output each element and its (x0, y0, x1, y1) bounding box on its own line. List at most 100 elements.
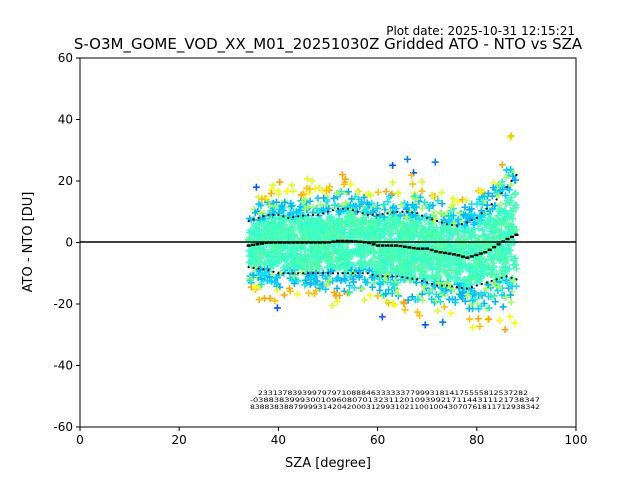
scatter-point (308, 177, 316, 185)
scatter-point (430, 260, 438, 268)
scatter-point (500, 231, 508, 239)
scatter-point (386, 215, 394, 223)
scatter-point (506, 313, 514, 321)
scatter-point (507, 132, 515, 140)
spread-dot (411, 211, 414, 214)
median-marker (514, 233, 519, 237)
scatter-point (316, 201, 324, 209)
scatter-point (258, 260, 266, 268)
median-marker (340, 239, 345, 243)
scatter-point (457, 227, 465, 235)
scatter-point (357, 284, 365, 292)
spread-dot (336, 207, 340, 210)
scatter-point (386, 254, 394, 262)
scatter-point (344, 188, 352, 196)
spread-dot (426, 216, 429, 219)
scatter-point (490, 272, 498, 280)
scatter-point (335, 225, 343, 233)
scatter-point (480, 256, 488, 264)
scatter-point (421, 198, 429, 206)
spread-dot (445, 284, 449, 287)
scatter-point (419, 251, 427, 259)
scatter-point (396, 211, 404, 219)
scatter-point (415, 214, 423, 222)
scatter-point (430, 212, 438, 220)
scatter-point (507, 252, 515, 260)
scatter-point (389, 221, 397, 229)
spread-dot (351, 209, 354, 212)
scatter-point (287, 202, 295, 210)
scatter-point (497, 266, 505, 274)
scatter-point (253, 220, 261, 228)
scatter-point (447, 309, 455, 317)
scatter-point (289, 226, 297, 234)
scatter-point (511, 176, 519, 184)
scatter-point (432, 297, 440, 305)
scatter-point (477, 302, 485, 310)
spread-dot (455, 224, 459, 227)
scatter-point (384, 198, 392, 206)
scatter-point (305, 289, 313, 297)
spread-dot (292, 272, 295, 275)
median-marker (510, 235, 515, 239)
scatter-point (329, 218, 337, 226)
median-marker (362, 241, 367, 244)
scatter-point (408, 293, 416, 301)
scatter-point (301, 281, 309, 289)
scatter-point (495, 205, 503, 213)
scatter-point (273, 273, 281, 281)
scatter-point (461, 297, 469, 305)
scatter-point (356, 248, 364, 256)
median-marker (380, 244, 385, 247)
scatter-point (454, 198, 462, 206)
scatter-point (378, 251, 386, 259)
median-marker (358, 240, 363, 244)
scatter-point (341, 250, 349, 258)
scatter-point (435, 293, 443, 301)
scatter-point (323, 198, 331, 206)
scatter-point (435, 279, 443, 287)
scatter-point (380, 234, 388, 242)
scatter-point (485, 304, 493, 312)
spread-dot (257, 216, 260, 219)
scatter-point (296, 223, 304, 231)
scatter-point (336, 254, 344, 262)
scatter-point (485, 237, 493, 245)
scatter-point (247, 251, 255, 259)
scatter-point (454, 220, 462, 228)
scatter-point (269, 181, 277, 189)
scatter-point (501, 326, 509, 334)
scatter-point (429, 192, 437, 200)
scatter-point (393, 247, 401, 255)
scatter-point (498, 209, 506, 217)
median-marker (304, 241, 309, 244)
scatter-point (348, 195, 356, 203)
scatter-point (301, 205, 309, 213)
median-marker (251, 243, 256, 247)
scatter-point (421, 321, 429, 329)
scatter-point (336, 262, 344, 270)
median-marker (326, 241, 331, 244)
scatter-point (275, 246, 283, 254)
scatter-point (365, 225, 373, 233)
spread-dot (480, 212, 483, 215)
scatter-point (470, 244, 478, 252)
scatter-point (342, 199, 350, 207)
scatter-point (376, 243, 384, 251)
scatter-point (325, 277, 333, 285)
scatter-point (465, 305, 473, 313)
scatter-point (394, 189, 402, 197)
spread-dot (386, 275, 389, 278)
scatter-point (367, 261, 375, 269)
scatter-point (373, 205, 381, 213)
y-tick-label: 0 (65, 236, 73, 250)
scatter-point (440, 303, 448, 311)
spread-dot (287, 272, 290, 275)
stats-row: 2331378393997979710888463333337799931814… (258, 390, 528, 397)
scatter-point (511, 319, 519, 327)
median-marker (255, 242, 260, 246)
scatter-point (302, 276, 310, 284)
scatter-point (404, 261, 412, 269)
spread-dot (297, 215, 300, 218)
